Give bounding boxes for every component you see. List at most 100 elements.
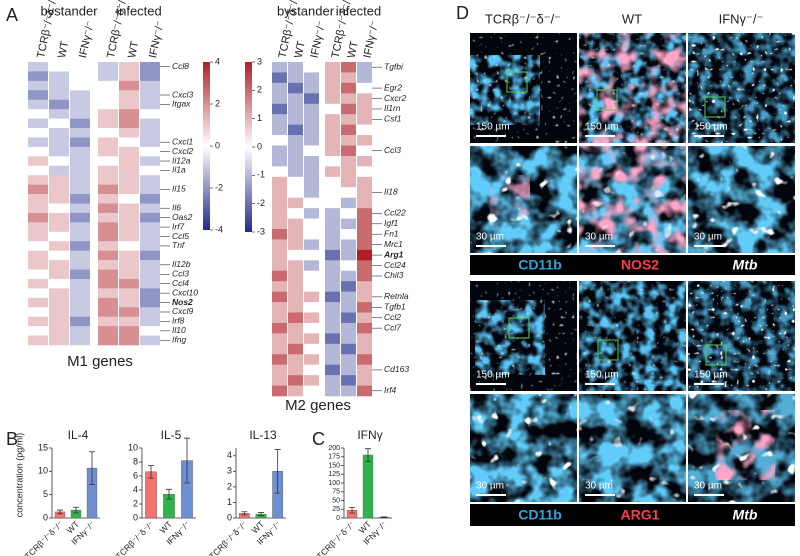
- gene-label: Il6: [172, 202, 181, 212]
- heatmap-cell: [357, 229, 372, 240]
- heatmap-cell: [28, 128, 48, 138]
- heatmap-cell: [28, 278, 48, 289]
- colorbar-tick-label: 0: [257, 141, 262, 151]
- column-label: IFNγ⁻/⁻: [362, 19, 382, 59]
- heatmap-cell: [288, 166, 303, 178]
- heatmap-cell: [325, 364, 340, 376]
- heatmap-cell: [325, 291, 340, 303]
- heatmap-cell: [70, 288, 90, 299]
- heatmap-cell: [341, 354, 356, 365]
- heatmap-cell: [357, 82, 372, 94]
- heatmap-cell: [304, 176, 319, 188]
- heatmap-cell: [119, 241, 139, 251]
- heatmap-cell: [119, 307, 139, 317]
- heatmap-cell: [357, 385, 372, 397]
- heatmap-cell: [70, 71, 90, 82]
- heatmap-cell: [304, 72, 319, 84]
- heatmap-cell: [288, 145, 303, 157]
- heatmap-cell: [119, 212, 139, 223]
- heatmap-cell: [119, 288, 139, 299]
- heatmap-cell: [49, 156, 69, 167]
- gene-label: Egr2: [384, 82, 402, 92]
- column-label: WT: [622, 11, 642, 26]
- stain-label: CD11b: [518, 257, 562, 273]
- heatmap-cell: [28, 80, 48, 91]
- y-tick-label: 2: [227, 481, 232, 491]
- heatmap-cell: [119, 250, 139, 261]
- chart-title: M2 genes: [285, 397, 351, 414]
- heatmap-cell: [28, 260, 48, 270]
- heatmap-cell: [119, 118, 139, 129]
- gene-label: Nos2: [172, 297, 193, 307]
- heatmap-cell: [288, 302, 303, 313]
- scale-bar-label: 30 µm: [694, 232, 722, 243]
- gene-label: Irf8: [172, 316, 185, 326]
- heatmap-cell: [28, 307, 48, 317]
- heatmap-cell: [272, 197, 287, 209]
- heatmap-cell: [325, 155, 340, 167]
- heatmap-cell: [357, 197, 372, 209]
- heatmap-cell: [272, 82, 287, 94]
- heatmap-cell: [272, 229, 287, 240]
- heatmap-cell: [357, 93, 372, 105]
- heatmap-cell: [119, 71, 139, 82]
- heatmap-cell: [341, 302, 356, 313]
- heatmap-cell: [119, 137, 139, 148]
- heatmap-cell: [119, 260, 139, 270]
- y-tick-label: 75: [332, 489, 340, 496]
- y-tick-label: 0: [336, 515, 340, 522]
- group-label: infected: [336, 3, 382, 18]
- heatmap-cell: [28, 269, 48, 280]
- heatmap-cell: [119, 62, 139, 72]
- heatmap-cell: [98, 297, 118, 308]
- heatmap-cell: [272, 385, 287, 397]
- heatmap-cell: [49, 335, 69, 346]
- heatmap-cell: [341, 385, 356, 397]
- heatmap-cell: [98, 335, 118, 346]
- heatmap-cell: [49, 99, 69, 110]
- heatmap-cell: [357, 114, 372, 125]
- column-label: IFNγ⁻/⁻: [719, 11, 764, 26]
- heatmap-cell: [325, 176, 340, 188]
- gene-label: Cd163: [384, 364, 409, 374]
- heatmap-cell: [357, 187, 372, 198]
- heatmap-cell: [49, 194, 69, 204]
- heatmap-cell: [357, 302, 372, 313]
- heatmap-cell: [140, 156, 160, 167]
- heatmap-cell: [140, 109, 160, 119]
- heatmap-cell: [304, 333, 319, 345]
- heatmap-cell: [304, 82, 319, 94]
- heatmap-cell: [288, 176, 303, 188]
- gene-label: Mrc1: [384, 239, 403, 249]
- error-bar: [148, 465, 154, 479]
- gene-label: Cxcl9: [172, 306, 194, 316]
- heatmap-cell: [288, 270, 303, 282]
- heatmap-cell: [140, 184, 160, 195]
- bar: [362, 454, 374, 519]
- heatmap-cell: [98, 307, 118, 317]
- heatmap-cell: [357, 375, 372, 386]
- gene-label: Ccl3: [384, 145, 401, 155]
- column-label: IFNγ⁻/⁻: [147, 19, 167, 59]
- heatmap-cell: [70, 335, 90, 346]
- group-label: bystander: [277, 3, 335, 18]
- scale-bar-label: 30 µm: [694, 481, 722, 492]
- gene-label: Il1rn: [384, 103, 401, 113]
- y-tick-label: 2: [133, 498, 138, 508]
- heatmap-cell: [119, 128, 139, 138]
- heatmap-cell: [325, 124, 340, 136]
- heatmap-cell: [49, 231, 69, 242]
- heatmap-cell: [140, 118, 160, 129]
- heatmap-cell: [325, 312, 340, 324]
- heatmap-cell: [98, 184, 118, 195]
- heatmap-cell: [70, 165, 90, 176]
- stain-label: Mtb: [733, 507, 758, 523]
- heatmap-cell: [288, 208, 303, 219]
- scale-bar-label: 30 µm: [585, 232, 613, 243]
- column-label: IFNγ⁻/⁻: [77, 19, 97, 59]
- heatmap-cell: [272, 187, 287, 198]
- heatmap-cell: [272, 103, 287, 115]
- heatmap-cell: [49, 241, 69, 251]
- heatmap-cell: [70, 194, 90, 204]
- colorbar-tick-label: -4: [215, 224, 223, 234]
